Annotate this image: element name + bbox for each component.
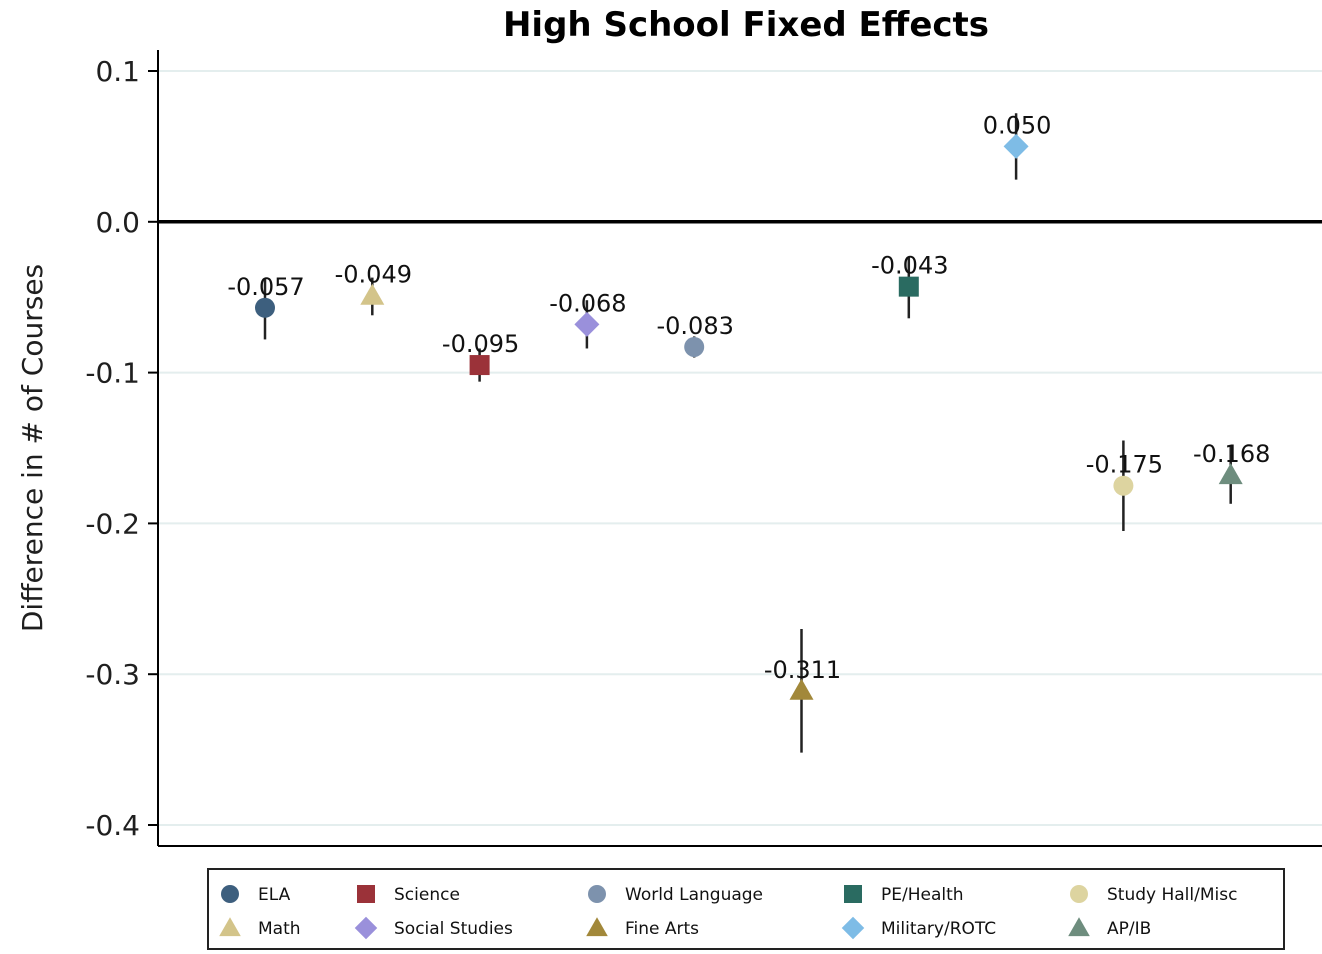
data-label: 0.050 xyxy=(983,111,1052,139)
data-point xyxy=(574,311,600,337)
data-label: -0.175 xyxy=(1086,451,1163,479)
gridlines xyxy=(158,70,1322,826)
data-point xyxy=(1218,463,1243,485)
legend-label: PE/Health xyxy=(881,885,964,905)
legend-label: Military/ROTC xyxy=(881,919,996,939)
y-tick-label: 0.0 xyxy=(95,206,140,239)
legend-marker xyxy=(357,885,375,903)
legend-label: AP/IB xyxy=(1107,919,1151,939)
y-tick-label: -0.2 xyxy=(85,507,140,540)
chart-title: High School Fixed Effects xyxy=(503,5,989,45)
data-point xyxy=(255,297,275,318)
data-markers xyxy=(255,133,1243,700)
legend-marker xyxy=(1070,885,1088,903)
data-label: -0.057 xyxy=(227,273,304,301)
y-tick-label: -0.3 xyxy=(85,658,140,691)
data-label: -0.168 xyxy=(1193,440,1270,468)
legend-marker xyxy=(844,885,862,903)
legend-marker xyxy=(586,917,608,937)
legend-marker xyxy=(221,885,239,903)
legend-label: Math xyxy=(258,919,301,939)
legend-marker xyxy=(841,916,865,940)
data-point xyxy=(1113,475,1134,496)
legend-marker xyxy=(1068,917,1090,937)
data-labels: -0.057 -0.049 -0.095 -0.068 -0.083 -0.311 -0.0… xyxy=(227,111,1270,683)
data-label: -0.049 xyxy=(335,261,412,289)
legend-marker xyxy=(588,885,606,903)
y-tick-label: 0.1 xyxy=(95,55,140,88)
data-label: -0.095 xyxy=(442,330,519,358)
legend-label: ELA xyxy=(258,885,291,905)
y-axis-label: Difference in # of Courses xyxy=(16,264,49,632)
data-label: -0.068 xyxy=(549,289,626,317)
legend-marker xyxy=(219,917,241,937)
legend-marker xyxy=(354,916,378,940)
legend-label: Fine Arts xyxy=(625,919,699,939)
confidence-intervals xyxy=(263,113,1232,753)
data-point xyxy=(684,336,705,357)
legend-label: World Language xyxy=(625,885,763,905)
data-point xyxy=(789,678,814,700)
legend: ELA Science World Language PE/Health Study H… xyxy=(207,868,1285,950)
legend-label: Science xyxy=(394,885,460,905)
data-label: -0.311 xyxy=(764,656,841,684)
legend-label: Study Hall/Misc xyxy=(1107,885,1237,905)
data-point xyxy=(360,283,385,305)
legend-label: Social Studies xyxy=(394,919,513,939)
legend-box xyxy=(207,868,1285,950)
data-point xyxy=(469,355,490,376)
y-axis: 0.1 0.0 -0.1 -0.2 -0.3 -0.4 xyxy=(85,50,1322,847)
data-label: -0.043 xyxy=(871,252,948,280)
data-label: -0.083 xyxy=(657,312,734,340)
data-point xyxy=(898,276,919,297)
y-tick-label: -0.1 xyxy=(85,357,140,390)
data-point xyxy=(1003,133,1029,159)
y-tick-label: -0.4 xyxy=(85,809,140,842)
